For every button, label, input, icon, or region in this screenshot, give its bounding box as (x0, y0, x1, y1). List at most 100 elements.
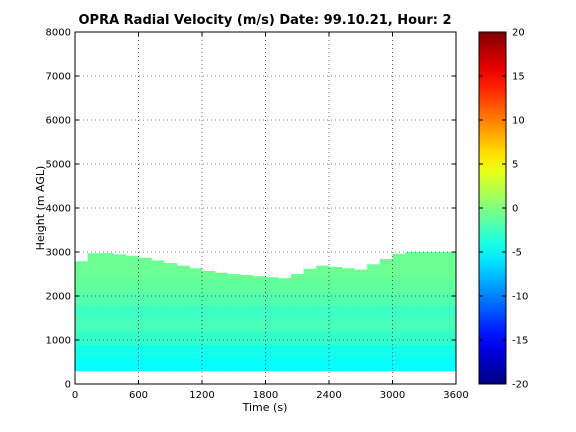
colorbar-tick-label: 20 (512, 28, 525, 39)
heatmap-cell (290, 291, 305, 306)
heatmap-cell (354, 269, 368, 279)
heatmap-cell (392, 357, 406, 372)
heatmap-cell (100, 291, 114, 306)
heatmap-cell (316, 357, 330, 372)
heatmap-cell (138, 278, 152, 293)
heatmap-cell (163, 318, 178, 332)
heatmap-cell (417, 318, 432, 332)
heatmap-cell (303, 331, 317, 345)
heatmap-cell (316, 331, 330, 345)
heatmap-cell (354, 291, 368, 306)
heatmap-cell (100, 304, 114, 319)
x-tick-label: 1800 (253, 390, 278, 401)
heatmap-cell (202, 318, 216, 332)
y-tick-label: 3000 (46, 248, 71, 259)
colorbar-tick-label: 10 (512, 116, 525, 127)
heatmap-cell (176, 291, 190, 306)
colorbar-tick-label: -15 (512, 336, 528, 347)
heatmap-cell (87, 291, 101, 306)
heatmap-cell (430, 344, 444, 359)
heatmap-cell (379, 291, 393, 306)
x-axis-label: Time (s) (242, 401, 288, 414)
heatmap-cell (138, 304, 152, 319)
heatmap-cell (392, 304, 406, 319)
y-tick-label: 8000 (46, 28, 71, 39)
heatmap-cell (405, 318, 419, 332)
heatmap-cell (113, 318, 127, 332)
heatmap-cell (430, 278, 444, 293)
heatmap-cell (252, 344, 266, 359)
heatmap-cell (163, 263, 178, 279)
heatmap-cell (341, 304, 355, 319)
heatmap-cell (379, 344, 393, 359)
heatmap-cell (189, 304, 203, 319)
heatmap-cell (392, 278, 406, 293)
heatmap-cell (214, 318, 228, 332)
y-tick-label: 4000 (46, 204, 71, 215)
colorbar-tick-label: 0 (512, 204, 518, 215)
heatmap-cell (113, 357, 127, 372)
heatmap-cell (303, 291, 317, 306)
heatmap-cell (430, 318, 444, 332)
heatmap-cell (278, 278, 292, 279)
heatmap-cell (176, 278, 190, 293)
heatmap-cell (240, 278, 254, 293)
heatmap-cell (290, 278, 305, 293)
heatmap-cell (417, 304, 432, 319)
heatmap-cell (227, 331, 241, 345)
x-tick-label: 3000 (380, 390, 405, 401)
heatmap-cell (100, 357, 114, 372)
heatmap-cell (214, 344, 228, 359)
heatmap-cell (329, 318, 343, 332)
heatmap-cell (265, 344, 279, 359)
y-tick-label: 5000 (46, 160, 71, 171)
heatmap-cell (176, 304, 190, 319)
heatmap-cell (202, 331, 216, 345)
heatmap-cell (265, 291, 279, 306)
heatmap-cell (303, 344, 317, 359)
heatmap-cell (405, 344, 419, 359)
heatmap-cell (87, 253, 101, 279)
heatmap-cell (176, 318, 190, 332)
heatmap-cells (75, 252, 457, 372)
heatmap-cell (100, 344, 114, 359)
heatmap-cell (214, 272, 228, 279)
heatmap-cell (379, 357, 393, 372)
heatmap-cell (151, 331, 165, 345)
heatmap-cell (125, 357, 139, 372)
y-tick-label: 2000 (46, 292, 71, 303)
heatmap-cell (303, 304, 317, 319)
heatmap-cell (189, 318, 203, 332)
x-tick-label: 1200 (189, 390, 214, 401)
heatmap-cell (75, 318, 89, 332)
x-tick-label: 2400 (316, 390, 341, 401)
heatmap-cell (303, 278, 317, 293)
heatmap-cell (316, 304, 330, 319)
heatmap-cell (151, 304, 165, 319)
chart-title: OPRA Radial Velocity (m/s) Date: 99.10.2… (78, 13, 451, 28)
heatmap-cell (240, 331, 254, 345)
heatmap-cell (316, 291, 330, 306)
heatmap-cell (329, 357, 343, 372)
heatmap-cell (138, 257, 152, 279)
heatmap-cell (341, 344, 355, 359)
heatmap-cell (189, 357, 203, 372)
heatmap-cell (100, 253, 114, 279)
heatmap-cell (354, 357, 368, 372)
heatmap-cell (189, 344, 203, 359)
x-axis-ticks: 0 600 1200 1800 2400 3000 3600 (72, 32, 469, 401)
heatmap-cell (87, 331, 101, 345)
heatmap-cell (443, 318, 457, 332)
heatmap-cell (176, 357, 190, 372)
heatmap-cell (125, 278, 139, 293)
heatmap-cell (125, 291, 139, 306)
heatmap-cell (379, 278, 393, 293)
heatmap-cell (87, 318, 101, 332)
heatmap-cell (214, 331, 228, 345)
heatmap-cell (316, 344, 330, 359)
heatmap-cell (125, 255, 139, 279)
heatmap-cell (100, 331, 114, 345)
heatmap-cell (354, 318, 368, 332)
heatmap-cell (443, 357, 457, 372)
heatmap-cell (405, 331, 419, 345)
